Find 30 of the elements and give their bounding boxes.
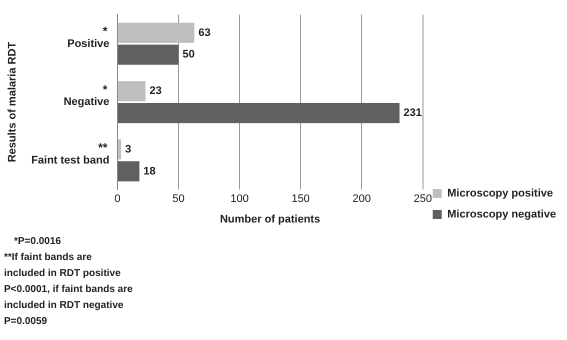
bar [118, 44, 178, 65]
text: * [102, 82, 108, 96]
x-tick-label: 100 [230, 193, 249, 206]
y-axis-title: Results of malaria RDT [6, 42, 19, 162]
bar [118, 102, 400, 124]
data-label: 50 [182, 48, 195, 61]
x-tick-label: 0 [114, 193, 120, 206]
x-tick-label: 50 [172, 193, 185, 206]
data-label: 63 [198, 26, 211, 39]
bar [118, 139, 122, 160]
x-axis-title: Number of patients [220, 213, 320, 226]
bar [118, 81, 146, 102]
x-tick-label: 150 [291, 193, 310, 206]
legend-label: Microscopy negative [447, 208, 556, 221]
legend-label: Microscopy positive [447, 188, 554, 200]
data-label: 231 [404, 107, 422, 120]
data-label: 3 [125, 144, 132, 156]
text: **If faint bands are included in RDT positive P<0.0001, if faint bands are included in RDT negative P=0.0059 [4, 252, 134, 327]
y-tick-label: Positive [67, 38, 110, 50]
data-label: 18 [143, 165, 156, 178]
bar [118, 22, 194, 43]
text: *P=0.0016 [14, 236, 62, 247]
text: * [102, 24, 108, 38]
y-tick-label: Faint test band [31, 154, 110, 166]
y-tick-label: Negative [64, 96, 110, 108]
x-tick-label: 200 [352, 193, 371, 206]
bar [118, 161, 140, 182]
text: ** [98, 140, 108, 155]
x-tick-label: 250 [414, 193, 432, 206]
data-label: 23 [150, 85, 162, 98]
